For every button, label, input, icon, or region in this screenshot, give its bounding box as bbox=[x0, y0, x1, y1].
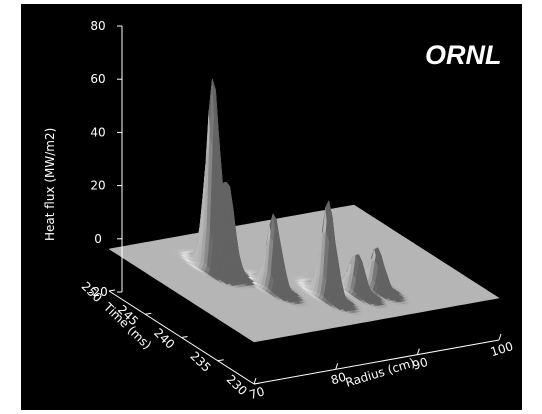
x-tick-label: 90 bbox=[411, 355, 430, 373]
ornl-label: ORNL bbox=[425, 40, 502, 70]
x-tick-label: 80 bbox=[329, 370, 348, 388]
z-tick-label: 0 bbox=[94, 232, 102, 246]
y-tick-label: 230 bbox=[224, 372, 250, 398]
z-tick-label: 20 bbox=[90, 179, 105, 193]
x-tick-label: 100 bbox=[489, 339, 515, 359]
x-tick-mark bbox=[253, 377, 257, 385]
y-tick-mark bbox=[108, 289, 116, 292]
y-tick-mark bbox=[145, 312, 152, 315]
x-tick-label: 70 bbox=[247, 384, 266, 402]
surface-facet bbox=[492, 295, 500, 299]
y-tick-label: 240 bbox=[151, 326, 177, 352]
z-tick-label: -20 bbox=[88, 285, 108, 299]
x-tick-mark bbox=[498, 333, 502, 341]
x-tick-mark bbox=[335, 363, 339, 370]
y-tick-label: 235 bbox=[187, 349, 213, 375]
plot-area: 80 60 40 20 0 -20 70 80 90 100 250 245 240 235 230 ORN… bbox=[21, 4, 522, 410]
y-tick-mark bbox=[181, 336, 188, 338]
x-axis-line bbox=[253, 339, 500, 385]
z-tick-label: 60 bbox=[90, 72, 105, 86]
z-tick-label: 40 bbox=[90, 125, 105, 139]
y-tick-label: 250 bbox=[79, 279, 105, 305]
x-tick-mark bbox=[416, 348, 420, 355]
x-axis-label: Radius (cm) bbox=[344, 356, 417, 390]
y-tick-mark bbox=[217, 359, 224, 362]
z-axis-label: Heat flux (MW/m2) bbox=[43, 128, 57, 241]
y-tick-mark bbox=[253, 382, 261, 385]
surface-mesh bbox=[108, 78, 500, 343]
z-tick-label: 80 bbox=[90, 19, 105, 33]
